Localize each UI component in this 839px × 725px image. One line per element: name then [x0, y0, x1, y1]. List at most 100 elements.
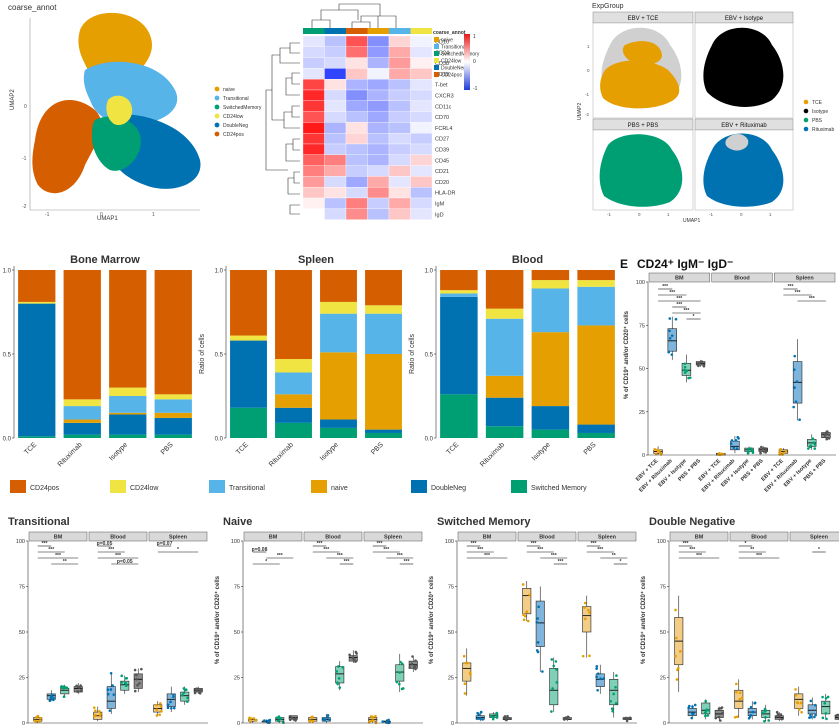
heatmap-row-label: CD24 — [435, 50, 449, 56]
data-point — [693, 703, 697, 707]
heatmap-cell — [410, 208, 433, 220]
heatmap-cell — [410, 176, 433, 188]
data-point — [792, 405, 795, 409]
stack-xtick: PBS — [370, 441, 385, 456]
stack-xtick: Rituximab — [57, 441, 84, 468]
data-point — [814, 713, 817, 717]
data-point — [125, 684, 128, 688]
heatmap-cluster-header — [410, 28, 432, 34]
heatmap-cell — [302, 133, 325, 145]
box-ytick: 25 — [660, 676, 666, 682]
data-point — [675, 678, 679, 681]
umap-legend-label: DoubleNeg — [223, 123, 248, 129]
data-point — [813, 443, 817, 446]
stack-segment — [577, 432, 615, 438]
data-point — [625, 719, 629, 723]
data-point — [182, 691, 185, 695]
data-point — [588, 654, 591, 658]
heatmap-cell — [302, 35, 325, 47]
data-point — [668, 329, 671, 333]
stack-title: Spleen — [298, 254, 334, 266]
data-point — [714, 716, 718, 720]
data-point — [308, 720, 312, 723]
data-point — [388, 721, 391, 724]
data-point — [348, 653, 351, 657]
data-point — [809, 699, 813, 703]
heatmap-cell — [388, 57, 411, 69]
stack-segment — [531, 280, 570, 289]
data-point — [760, 445, 763, 449]
data-point — [807, 447, 810, 450]
box — [106, 686, 116, 709]
box — [535, 600, 545, 647]
heatmap-cell — [410, 165, 433, 177]
heatmap-cell — [367, 111, 390, 123]
significance-label: *** — [676, 302, 682, 308]
data-point — [75, 684, 78, 688]
data-point — [35, 720, 38, 723]
data-point — [52, 698, 55, 702]
box — [667, 328, 677, 352]
data-point — [551, 687, 554, 690]
stack-ylabel: Ratio of cells — [199, 333, 206, 374]
umap-ylabel: UMAP2 — [10, 89, 16, 110]
heatmap-cell — [367, 35, 390, 47]
data-point — [717, 715, 721, 719]
expgroup-title: ExpGroup — [592, 3, 624, 10]
heatmap-cell — [324, 122, 347, 134]
significance-label: *** — [317, 541, 323, 547]
data-point — [740, 696, 744, 700]
data-point — [479, 711, 483, 714]
data-point — [596, 672, 600, 675]
facet-strip — [88, 531, 148, 542]
data-point — [275, 716, 279, 719]
data-point — [567, 715, 570, 719]
facet-label: Spleen — [810, 535, 829, 541]
heatmap-cell — [324, 208, 347, 220]
data-point — [466, 661, 469, 665]
data-point — [138, 682, 141, 685]
data-point — [778, 450, 782, 453]
data-point — [735, 691, 738, 694]
data-point — [536, 617, 540, 620]
data-point — [408, 666, 412, 669]
stack-segment — [275, 270, 312, 360]
data-point — [611, 709, 614, 713]
svg-text:1: 1 — [587, 44, 590, 49]
heatmap-cluster-header — [324, 28, 346, 34]
heatmap-cell — [367, 100, 390, 112]
svg-text:EBV + Rituximab: EBV + Rituximab — [721, 123, 767, 129]
data-point — [535, 620, 539, 624]
data-point — [249, 720, 252, 723]
heatmap-cell — [367, 46, 390, 58]
stack-segment — [154, 417, 192, 435]
heatmap-legend: naive Transitional SwitchedMemory CD24lo… — [434, 37, 480, 79]
data-point — [410, 662, 414, 666]
data-point — [622, 717, 626, 720]
data-point — [809, 715, 813, 719]
significance-label: *** — [662, 284, 668, 290]
stack-segment — [275, 394, 312, 408]
facet-label: Spleen — [169, 535, 188, 541]
stack-segment — [577, 424, 615, 433]
data-point — [326, 713, 330, 717]
data-point — [355, 652, 358, 655]
stack-segment — [577, 270, 615, 281]
data-point — [825, 437, 829, 441]
data-point — [98, 714, 102, 718]
stack-legend: CD24pos CD24low Transitional naive Doubl… — [10, 480, 587, 493]
svg-text:EBV + TCE: EBV + TCE — [628, 16, 659, 22]
heatmap-cell — [345, 57, 368, 69]
data-point — [798, 708, 801, 711]
data-point — [759, 451, 762, 455]
umap-legend: naive Transitional SwitchedMemory CD24lo… — [214, 86, 262, 138]
heatmap-cell — [345, 133, 368, 145]
facet-strip — [243, 531, 303, 542]
heatmap-cell — [302, 57, 325, 69]
heatmap-cell — [302, 143, 325, 155]
data-point — [721, 711, 725, 715]
data-point — [780, 717, 784, 721]
box-panel-title: Transitional — [8, 516, 70, 528]
umap-cluster-switched — [92, 116, 141, 171]
stack-title: Bone Marrow — [70, 254, 140, 266]
